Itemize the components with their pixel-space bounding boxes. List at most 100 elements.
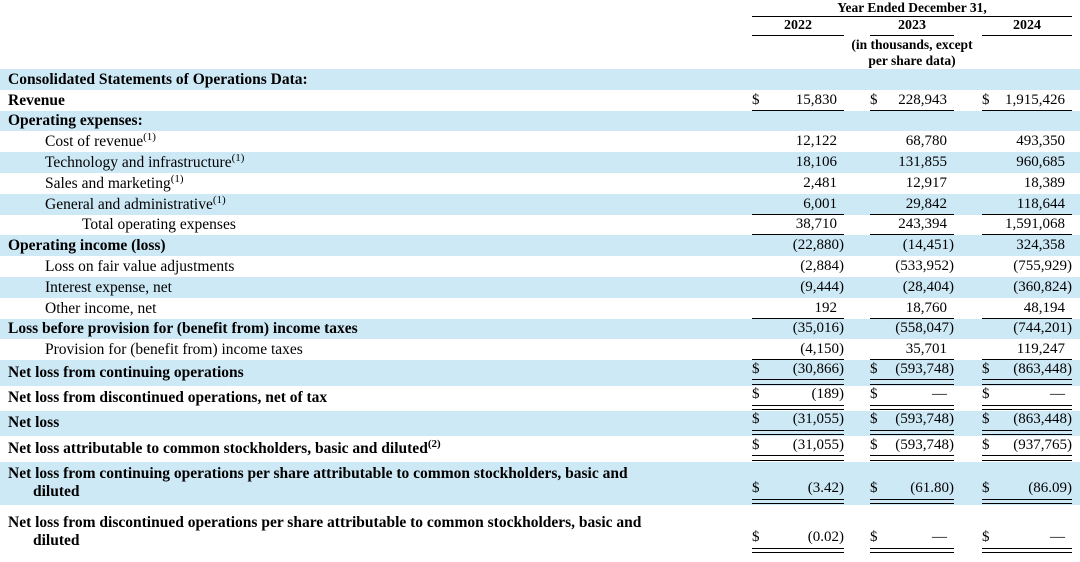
value-cell: (360,824)	[1013, 278, 1072, 295]
row-values: $ (31,055) $ (593,748) $ (937,765)	[752, 436, 1072, 462]
row-label-line2: diluted	[33, 483, 80, 501]
value-cell: (558,047)	[895, 320, 954, 337]
value-cell: $ (593,748)	[870, 411, 954, 436]
value-cell: 131,855	[898, 153, 947, 170]
row-values: (35,016) (558,047) (744,201)	[752, 319, 1072, 340]
value-cell: 119,247	[982, 339, 1072, 360]
row-label: Net loss from discontinued operations pe…	[8, 514, 752, 554]
value-cell: $ —	[982, 386, 1072, 411]
row-label: Net loss from discontinued operations, n…	[8, 388, 328, 406]
year-header-2024: 2024	[982, 17, 1072, 36]
value-cell: 29,842	[870, 194, 954, 215]
value-cell: $ (593,748)	[870, 360, 954, 385]
row-values: $ (0.02) $ — $ —	[752, 505, 1072, 554]
value-cell: $ (3.42)	[752, 462, 844, 506]
value-cell: $228,943	[870, 90, 954, 111]
period-title: Year Ended December 31,	[752, 1, 1072, 17]
row-label: Net loss	[8, 414, 60, 432]
table-row-net-loss-per-share-discontinued: Net loss from discontinued operations pe…	[0, 505, 1080, 554]
header-spacer	[8, 1, 752, 69]
value-cell: 18,760	[870, 298, 954, 319]
value-cell: $ —	[982, 505, 1072, 554]
value-cell: 2,481	[803, 174, 837, 191]
units-note-line1: (in thousands, except	[851, 37, 973, 52]
table-row-net-loss-discontinued: Net loss from discontinued operations, n…	[0, 386, 1080, 411]
row-label: Consolidated Statements of Operations Da…	[8, 70, 308, 88]
row-label: Net loss from continuing operations	[8, 363, 244, 381]
units-note: (in thousands, except per share data)	[752, 36, 1072, 69]
row-values: $ (3.42) $ (61.80) $ (86.09)	[752, 462, 1072, 506]
row-label: Revenue	[8, 91, 65, 109]
row-label: Provision for (benefit from) income taxe…	[45, 341, 303, 359]
value-cell: $ (61.80)	[870, 462, 954, 506]
footnote-ref: (1)	[143, 131, 156, 144]
value-cell: (4,150)	[752, 339, 844, 360]
value-cell: $ (863,448)	[982, 411, 1072, 436]
footnote-ref: (1)	[231, 151, 245, 164]
row-label: Loss before provision for (benefit from)…	[8, 320, 358, 338]
value-cell: $ (593,748)	[870, 436, 954, 462]
table-row-loss-before-taxes: Loss before provision for (benefit from)…	[0, 318, 1080, 340]
footnote-ref: (2)	[427, 437, 441, 450]
row-values: $ (31,055) $ (593,748) $ (863,448)	[752, 411, 1072, 436]
row-values: 6,001 29,842 118,644	[752, 194, 1072, 215]
value-cell: $1,915,426	[982, 90, 1072, 111]
year-header-2022: 2022	[752, 17, 844, 36]
value-cell: 35,701	[870, 339, 954, 360]
table-row-net-loss: Net loss $ (31,055) $ (593,748) $ (863,448)	[0, 410, 1080, 437]
table-row-total-operating-expenses: Total operating expenses 38,710 243,394 …	[0, 215, 1080, 236]
table-header: Year Ended December 31, 2022 2023 2024 (…	[0, 0, 1080, 69]
table-row-other-income: Other income, net 192 18,760 48,194	[0, 298, 1080, 319]
value-cell: 493,350	[1016, 133, 1065, 150]
value-cell: (35,016)	[792, 320, 844, 337]
row-label: Total operating expenses	[82, 216, 236, 234]
row-values: 18,106 131,855 960,685	[752, 152, 1072, 173]
year-header-2023: 2023	[870, 17, 954, 36]
value-cell: $ (31,055)	[752, 436, 844, 462]
value-cell: (9,444)	[800, 278, 844, 295]
footnote-ref: (1)	[212, 193, 226, 206]
value-cell: 38,710	[752, 215, 844, 236]
table-row-technology-infrastructure: Technology and infrastructure(1) 18,106 …	[0, 152, 1080, 173]
row-label: Technology and infrastructure(1)	[45, 151, 245, 171]
value-cell: $ —	[870, 386, 954, 411]
value-cell: 960,685	[1016, 153, 1065, 170]
value-cell: (28,404)	[902, 278, 954, 295]
row-label-line2: diluted	[33, 532, 80, 550]
value-cell: $15,830	[752, 90, 844, 111]
value-cell: $ (0.02)	[752, 505, 844, 554]
value-cell: (22,880)	[792, 237, 844, 254]
value-cell: (2,884)	[800, 257, 844, 274]
table-row-net-loss-continuing: Net loss from continuing operations $ (30…	[0, 360, 1080, 386]
row-label: Interest expense, net	[45, 278, 172, 296]
value-cell: (533,952)	[895, 257, 954, 274]
value-cell: $ (31,055)	[752, 411, 844, 436]
value-cell: 12,122	[795, 133, 837, 150]
table-row-net-loss-attributable: Net loss attributable to common stockhol…	[0, 436, 1080, 462]
value-cell: 48,194	[982, 298, 1072, 319]
value-cell: 243,394	[870, 215, 954, 236]
year-headers: 2022 2023 2024	[752, 17, 1072, 36]
value-cell: 118,644	[982, 194, 1072, 215]
value-cell: $ —	[870, 505, 954, 554]
value-cell: 1,591,068	[982, 215, 1072, 236]
value-cell: (744,201)	[1013, 320, 1072, 337]
value-cell: (755,929)	[1013, 257, 1072, 274]
table-row-cost-of-revenue: Cost of revenue(1) 12,122 68,780 493,350	[0, 131, 1080, 152]
units-note-line2: per share data)	[868, 53, 956, 68]
row-label: Cost of revenue(1)	[45, 131, 156, 151]
row-values: 38,710 243,394 1,591,068	[752, 215, 1072, 236]
row-label: Loss on fair value adjustments	[45, 257, 235, 275]
value-cell: $ (30,866)	[752, 360, 844, 385]
row-values: $15,830 $228,943 $1,915,426	[752, 90, 1072, 111]
row-values: (4,150) 35,701 119,247	[752, 339, 1072, 360]
row-values: (9,444) (28,404) (360,824)	[752, 277, 1072, 298]
table-row-provision-income-taxes: Provision for (benefit from) income taxe…	[0, 339, 1080, 360]
table-row-section-title: Consolidated Statements of Operations Da…	[0, 69, 1080, 90]
row-label: Net loss from continuing operations per …	[8, 465, 752, 505]
table-row-interest-expense: Interest expense, net (9,444) (28,404) (…	[0, 276, 1080, 298]
header-columns: Year Ended December 31, 2022 2023 2024 (…	[752, 1, 1072, 69]
value-cell: (14,451)	[902, 237, 954, 254]
row-label: Operating expenses:	[8, 112, 143, 130]
table-row-operating-expenses-header: Operating expenses:	[0, 110, 1080, 132]
